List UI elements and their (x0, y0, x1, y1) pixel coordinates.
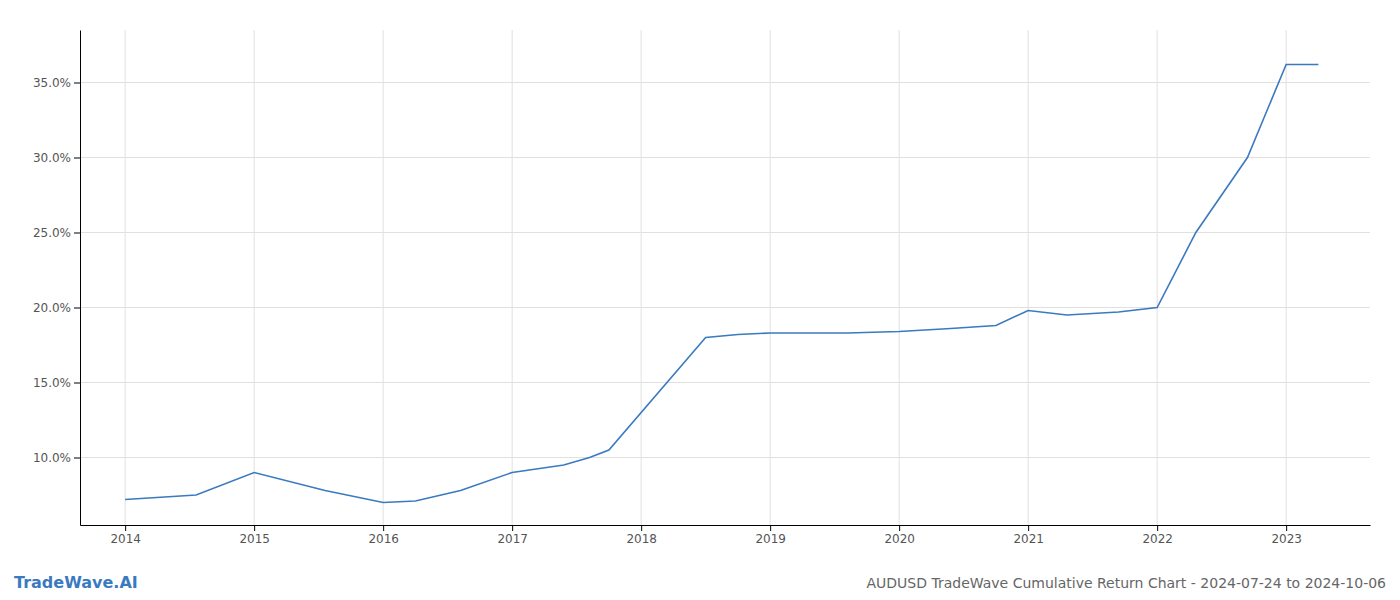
tick-mark (1028, 525, 1029, 531)
tick: 35.0% (33, 76, 80, 90)
grid-line-x (641, 30, 642, 525)
tick-mark (74, 308, 80, 309)
x-axis: 2014 2015 2016 2017 2018 2019 2020 2021 2022 2023 (81, 525, 1371, 546)
plot-area (125, 65, 1318, 503)
axis-line (81, 525, 1371, 526)
tick-label: 35.0% (33, 76, 71, 90)
grid-line-y (80, 382, 1370, 383)
grid-line-x (899, 30, 900, 525)
tick-mark (1157, 525, 1158, 531)
tick-mark (74, 158, 80, 159)
tick-mark (512, 525, 513, 531)
page: {"chart_data": {"type": "line", "title":… (0, 0, 1400, 600)
tick-label: 15.0% (33, 376, 71, 390)
tick-label: 25.0% (33, 226, 71, 240)
tick: 30.0% (33, 151, 80, 165)
grid-line-x (512, 30, 513, 525)
grid-line-x (770, 30, 771, 525)
chart-container: 2014 2015 2016 2017 2018 2019 2020 2021 2022 2023… (0, 0, 1400, 600)
tick-label: 2018 (626, 532, 657, 546)
grid-line-y (80, 157, 1370, 158)
tick: 10.0% (33, 451, 80, 465)
y-axis: 10.0% 15.0% 20.0% 25.0% 30.0% 35.0% (33, 31, 81, 526)
tick-mark (770, 525, 771, 531)
tick-mark (254, 525, 255, 531)
tick-label: 2017 (497, 532, 528, 546)
grid-line-y (80, 232, 1370, 233)
tick-label: 2015 (239, 532, 270, 546)
tick: 2021 (1013, 525, 1044, 546)
tick-mark (899, 525, 900, 531)
tick: 2016 (368, 525, 399, 546)
tick-mark (74, 233, 80, 234)
axis-line (80, 31, 81, 526)
grid-line-y (80, 457, 1370, 458)
grid-line-x (254, 30, 255, 525)
tick-label: 10.0% (33, 451, 71, 465)
tick: 2023 (1271, 525, 1302, 546)
tick: 15.0% (33, 376, 80, 390)
tick: 2020 (884, 525, 915, 546)
tick-mark (74, 458, 80, 459)
tick: 2022 (1142, 525, 1173, 546)
grid-line-x (125, 30, 126, 525)
grid (80, 30, 1370, 525)
grid-line-x (1286, 30, 1287, 525)
tick-label: 20.0% (33, 301, 71, 315)
tick-label: 2019 (755, 532, 786, 546)
grid-line-x (1157, 30, 1158, 525)
tick: 2014 (110, 525, 141, 546)
tick-mark (1286, 525, 1287, 531)
tick-mark (383, 525, 384, 531)
background (0, 0, 1400, 600)
line (125, 65, 1318, 503)
tick-label: 2022 (1142, 532, 1173, 546)
tick: 2015 (239, 525, 270, 546)
tick-mark (125, 525, 126, 531)
tick-mark (641, 525, 642, 531)
tick-label: 2021 (1013, 532, 1044, 546)
tick-label: 2023 (1271, 532, 1302, 546)
chart: 2014 2015 2016 2017 2018 2019 2020 2021 2022 2023… (0, 0, 1400, 600)
tick-label: 2014 (110, 532, 141, 546)
grid-line-y (80, 82, 1370, 83)
tick: 2018 (626, 525, 657, 546)
grid-line-y (80, 307, 1370, 308)
watermark: TradeWave.AI (14, 573, 138, 592)
grid-line-x (1028, 30, 1029, 525)
tick: 25.0% (33, 226, 80, 240)
tick-mark (74, 383, 80, 384)
tick-mark (74, 83, 80, 84)
title: AUDUSD TradeWave Cumulative Return Chart… (866, 575, 1386, 591)
tick: 20.0% (33, 301, 80, 315)
tick: 2017 (497, 525, 528, 546)
tick-label: 30.0% (33, 151, 71, 165)
tick-label: 2020 (884, 532, 915, 546)
tick: 2019 (755, 525, 786, 546)
tick-label: 2016 (368, 532, 399, 546)
grid-line-x (383, 30, 384, 525)
